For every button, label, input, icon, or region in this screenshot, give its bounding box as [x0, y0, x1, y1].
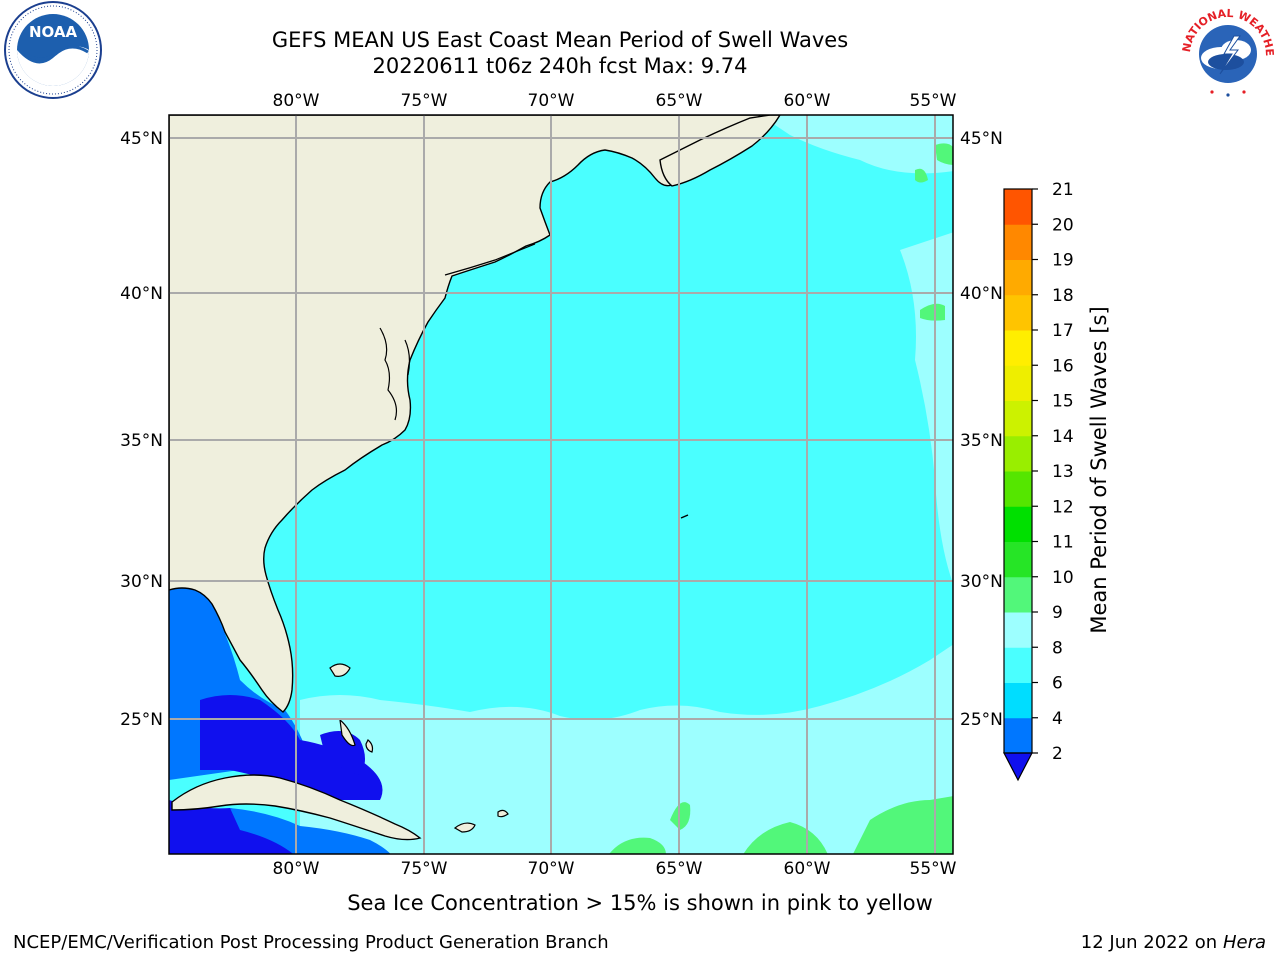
colorbar-tick-label: 9	[1052, 603, 1063, 623]
ocean-green-patch-s3	[670, 802, 691, 830]
colorbar-tick-label: 4	[1052, 709, 1063, 729]
coast-chesapeake	[379, 327, 411, 421]
ocean-gulf-deep	[200, 695, 383, 800]
ocean-green-patch-ne2	[920, 303, 945, 321]
colorbar-band	[1004, 647, 1032, 683]
lat-labels-left: 45°N 40°N 35°N 30°N 25°N	[120, 129, 163, 730]
colorbar-band	[1004, 330, 1032, 366]
land-bahamas-2	[339, 718, 356, 747]
lat-label-left: 35°N	[120, 431, 163, 451]
map-plot-area	[169, 115, 953, 854]
map-frame	[168, 114, 954, 855]
credit-date: 12 Jun 2022 on Hera	[1081, 932, 1266, 953]
lat-label-right: 30°N	[960, 572, 1003, 592]
colorbar-label: Mean Period of Swell Waves [s]	[1087, 306, 1111, 633]
colorbar-tick-label: 17	[1052, 321, 1074, 341]
lon-label-bottom: 80°W	[273, 859, 320, 879]
land-small-island	[497, 809, 509, 818]
colorbar-band	[1004, 189, 1032, 225]
lon-label-bottom: 55°W	[910, 859, 957, 879]
colorbar-band	[1004, 506, 1032, 542]
lon-label-bottom: 70°W	[528, 859, 575, 879]
colorbar-band	[1004, 435, 1032, 472]
lon-label-top: 75°W	[401, 91, 448, 111]
colorbar: 2 4 6 8 9 10 11 12 13 14 15 16 17 18 19 20 21	[1003, 180, 1074, 782]
chart-subtitle: 20220611 t06z 240h fcst Max: 9.74	[372, 54, 748, 78]
nws-logo: NATIONAL WEATHER SERVICE	[1176, 0, 1276, 98]
lon-label-top: 60°W	[784, 91, 831, 111]
lat-label-left: 30°N	[120, 572, 163, 592]
colorbar-band	[1004, 541, 1032, 578]
lon-label-top: 70°W	[528, 91, 575, 111]
lon-label-top: 55°W	[910, 91, 957, 111]
lon-label-top: 80°W	[273, 91, 320, 111]
lat-label-right: 35°N	[960, 431, 1003, 451]
colorbar-band	[1004, 717, 1032, 754]
colorbar-tick-label: 15	[1052, 392, 1074, 412]
ocean-green-patch-ne1	[935, 143, 953, 165]
lat-label-left: 40°N	[120, 284, 163, 304]
colorbar-tick-label: 12	[1052, 497, 1074, 517]
credit-date-text: 12 Jun 2022 on	[1080, 932, 1218, 953]
coast-long-island	[444, 243, 536, 276]
land-bahamas-3	[365, 739, 374, 753]
noaa-logo: NOAA	[4, 1, 102, 99]
colorbar-band	[1004, 224, 1032, 260]
map-gridlines	[169, 115, 953, 854]
land-bermuda	[680, 514, 689, 519]
lat-labels-right: 45°N 40°N 35°N 30°N 25°N	[960, 129, 1003, 730]
lat-label-left: 25°N	[120, 710, 163, 730]
ocean-light-field	[300, 644, 953, 854]
colorbar-tick-label: 6	[1052, 674, 1063, 694]
lat-label-left: 45°N	[120, 129, 163, 149]
colorbar-tick-label: 18	[1052, 286, 1074, 306]
ocean-green-patch-s1	[609, 837, 666, 854]
colorbar-tick-label: 21	[1052, 180, 1074, 200]
lat-label-right: 40°N	[960, 284, 1003, 304]
colorbar-tick-label: 8	[1052, 638, 1063, 658]
lon-label-bottom: 60°W	[784, 859, 831, 879]
ocean-light-field-north	[760, 115, 953, 174]
credit-branch: NCEP/EMC/Verification Post Processing Pr…	[13, 932, 609, 953]
lat-label-right: 25°N	[960, 710, 1003, 730]
land-nova-scotia	[659, 115, 781, 187]
colorbar-band	[1004, 576, 1032, 613]
land-north-america	[169, 115, 761, 713]
colorbar-band	[1004, 294, 1032, 331]
colorbar-tick-label: 19	[1052, 251, 1074, 271]
land-hispaniola	[453, 822, 476, 833]
ocean-green-patch-se	[853, 796, 953, 854]
colorbar-band	[1004, 471, 1032, 507]
colorbar-tick-label: 13	[1052, 462, 1074, 482]
colorbar-band	[1004, 682, 1032, 719]
colorbar-band	[1004, 365, 1032, 401]
colorbar-tick-label: 16	[1052, 356, 1074, 376]
lon-labels-top: 80°W 75°W 70°W 65°W 60°W 55°W	[273, 91, 957, 111]
colorbar-tick-label: 14	[1052, 427, 1074, 447]
colorbar-underflow-triangle	[1003, 752, 1033, 782]
colorbar-band	[1004, 612, 1032, 648]
ocean-caribbean-blue	[230, 808, 391, 854]
lon-labels-bottom: 80°W 75°W 70°W 65°W 60°W 55°W	[273, 859, 957, 879]
lon-label-top: 65°W	[656, 91, 703, 111]
lon-label-bottom: 65°W	[656, 859, 703, 879]
colorbar-tick-label: 2	[1052, 744, 1063, 764]
lat-label-right: 45°N	[960, 129, 1003, 149]
ocean-green-patch-ne3	[915, 168, 928, 183]
credit-host: Hera	[1222, 932, 1266, 953]
sea-ice-note: Sea Ice Concentration > 15% is shown in …	[347, 891, 933, 915]
colorbar-band	[1004, 259, 1032, 296]
chart-title: GEFS MEAN US East Coast Mean Period of S…	[271, 28, 849, 52]
colorbar-tick-label: 11	[1052, 533, 1074, 553]
colorbar-band	[1004, 400, 1032, 437]
land-bahamas-1	[329, 663, 351, 677]
noaa-logo-text: NOAA	[29, 23, 78, 41]
colorbar-tick-label: 20	[1052, 215, 1074, 235]
colorbar-tick-label: 10	[1052, 568, 1074, 588]
lon-label-bottom: 75°W	[401, 859, 448, 879]
